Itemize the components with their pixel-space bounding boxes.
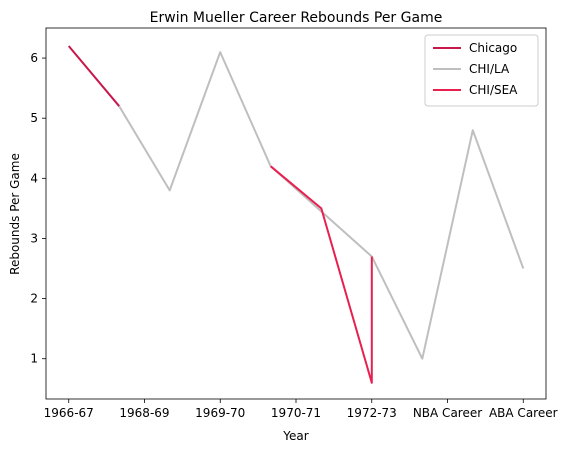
y-axis: 1 2 3 4 5 6 bbox=[30, 51, 46, 366]
x-tick-label-3: 1970-71 bbox=[271, 406, 321, 420]
legend: Chicago CHI/LA CHI/SEA bbox=[424, 34, 539, 107]
chart-title: Erwin Mueller Career Rebounds Per Game bbox=[150, 10, 443, 26]
legend-label-1: CHI/LA bbox=[469, 62, 510, 76]
legend-label-0: Chicago bbox=[469, 41, 517, 55]
x-tick-label-4: 1972-73 bbox=[347, 406, 397, 420]
y-axis-label: Rebounds Per Game bbox=[8, 153, 22, 275]
y-tick-label-4: 5 bbox=[30, 111, 38, 125]
x-axis: 1966-67 1968-69 1969-70 1970-71 1972-73 NBA C… bbox=[44, 399, 558, 420]
legend-label-2: CHI/SEA bbox=[469, 83, 518, 97]
series-line-0 bbox=[67, 45, 120, 107]
y-tick-label-3: 4 bbox=[30, 171, 38, 185]
x-axis-label: Year bbox=[282, 429, 308, 443]
series-line-2 bbox=[270, 165, 373, 384]
x-tick-label-5: NBA Career bbox=[413, 406, 482, 420]
y-tick-label-5: 6 bbox=[30, 51, 38, 65]
y-tick-label-2: 3 bbox=[30, 231, 38, 245]
legend-box bbox=[424, 34, 539, 107]
x-tick-label-0: 1966-67 bbox=[44, 406, 94, 420]
x-tick-label-6: ABA Career bbox=[489, 406, 558, 420]
x-tick-label-1: 1968-69 bbox=[119, 406, 169, 420]
plot-lines bbox=[67, 45, 525, 384]
y-tick-label-1: 2 bbox=[30, 292, 38, 306]
x-tick-label-2: 1969-70 bbox=[195, 406, 245, 420]
y-tick-label-0: 1 bbox=[30, 352, 38, 366]
